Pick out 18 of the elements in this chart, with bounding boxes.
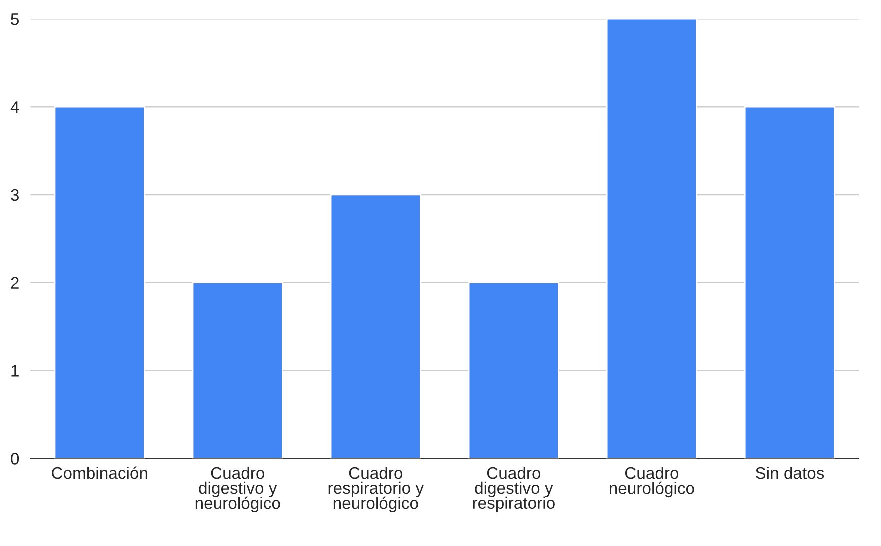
y-tick-label: 3: [11, 189, 19, 202]
x-tick-label: Combinación: [52, 466, 148, 480]
y-tick-label: 1: [12, 365, 19, 377]
y-tick-label: 5: [11, 14, 20, 26]
x-tick-label: Sin datos: [756, 466, 824, 480]
bar: [54, 106, 146, 459]
y-tick-label: 4: [10, 102, 20, 114]
bar: [468, 282, 560, 459]
bar: [744, 106, 836, 459]
x-tick-label: Cuadro neurológico: [610, 466, 694, 498]
bar: [192, 282, 284, 459]
y-tick-label: 0: [11, 453, 20, 465]
bar: [606, 19, 698, 459]
y-tick-label: 2: [11, 277, 19, 289]
x-tick-label: Cuadro digestivo y respiratorio: [473, 466, 555, 512]
bar: [330, 194, 422, 459]
x-tick-label: Cuadro respiratorio y neurológico: [328, 466, 424, 513]
x-tick-label: Cuadro digestivo y neurológico: [196, 466, 280, 513]
